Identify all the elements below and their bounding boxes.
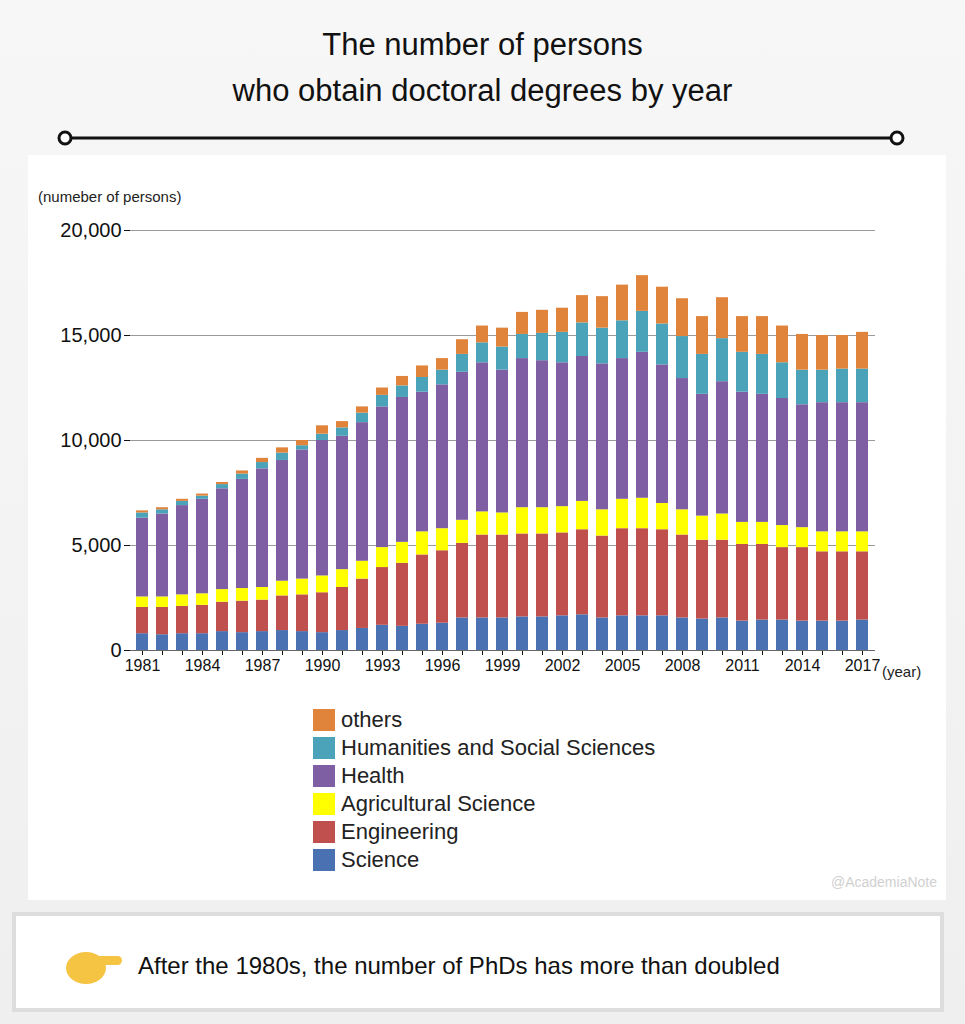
html-text:(numeber of persons): (numeber of persons): [38, 188, 182, 205]
svg-text:1990: 1990: [305, 657, 341, 674]
svg-text:2017: 2017: [845, 657, 881, 674]
svg-text:15,000: 15,000: [60, 324, 121, 346]
svg-text:2002: 2002: [545, 657, 581, 674]
svg-text:2011: 2011: [725, 657, 760, 674]
svg-text:2008: 2008: [665, 657, 701, 674]
html-text:others: others: [341, 707, 403, 732]
svg-text:20,000: 20,000: [60, 219, 121, 241]
html-text:Agricultural Science: Agricultural Science: [341, 791, 536, 816]
html-text:After the 1980s, the number of: After the 1980s, the number of PhDs has …: [138, 952, 780, 979]
html-text:Engineering: Engineering: [341, 819, 459, 844]
html-text:Humanities and Social Sciences: Humanities and Social Sciences: [341, 735, 656, 760]
svg-text:5,000: 5,000: [71, 534, 121, 556]
svg-text:1984: 1984: [185, 657, 221, 674]
html-text:@AcademiaNote: @AcademiaNote: [831, 874, 937, 890]
svg-text:0: 0: [110, 639, 121, 661]
svg-text:1981: 1981: [125, 657, 161, 674]
html-text:The number of persons who obta: The number of persons who obtain doctora…: [232, 27, 733, 108]
html-text:Science: Science: [341, 847, 420, 872]
html-text:Health: Health: [341, 763, 405, 788]
svg-text:10,000: 10,000: [60, 429, 121, 451]
html-text:(year): (year): [882, 663, 922, 680]
svg-text:1996: 1996: [425, 657, 461, 674]
svg-text:2005: 2005: [605, 657, 641, 674]
svg-text:1993: 1993: [365, 657, 401, 674]
svg-text:1987: 1987: [245, 657, 281, 674]
svg-text:2014: 2014: [785, 657, 821, 674]
svg-text:1999: 1999: [485, 657, 521, 674]
